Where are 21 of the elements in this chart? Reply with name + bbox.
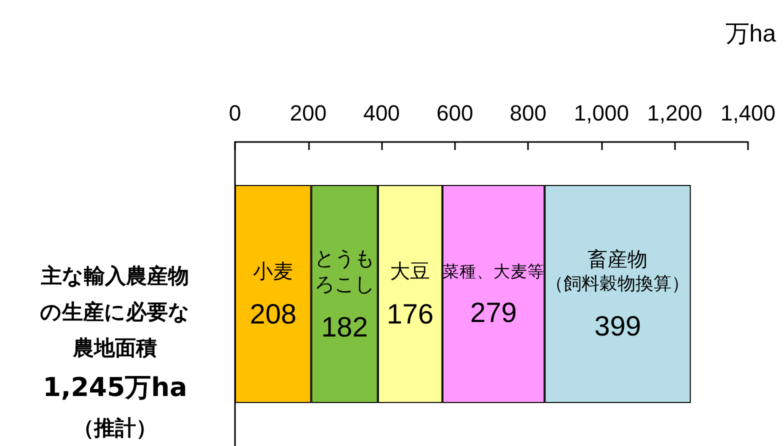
series-label: 小麦: [253, 259, 294, 283]
text: （推計）: [73, 416, 157, 440]
text: 1,245万ha: [42, 373, 188, 403]
series-label: とうもろこし: [314, 246, 375, 296]
data-label: 176: [386, 298, 434, 330]
x-tick-label: 600: [436, 100, 474, 126]
x-tick-label: 1,000: [574, 100, 629, 126]
data-label: 279: [470, 296, 517, 328]
x-tick-label: 0: [228, 100, 242, 126]
x-tick-label: 800: [510, 100, 546, 126]
series-label: 畜産物（飼料穀物換算）: [546, 246, 690, 294]
x-tick-label: 200: [290, 100, 327, 126]
x-axis-title: 万ha: [725, 20, 777, 48]
series-label: 大豆: [390, 259, 430, 283]
data-label: 182: [321, 312, 368, 342]
text: 主な輸入農産物の生産に必要な農地面積: [40, 264, 190, 360]
x-tick-label: 1,200: [647, 100, 702, 126]
x-tick-label: 400: [363, 100, 400, 126]
data-label: 399: [594, 310, 642, 342]
x-tick-label: 1,400: [720, 100, 776, 126]
data-label: 208: [250, 298, 296, 330]
